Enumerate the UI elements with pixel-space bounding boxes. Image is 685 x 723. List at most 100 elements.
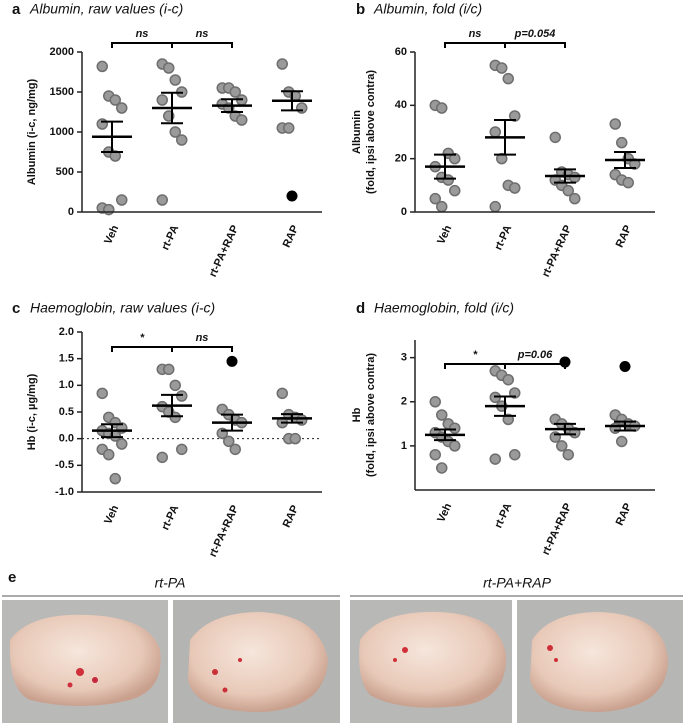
data-point	[229, 86, 241, 98]
x-tick-label: Veh	[435, 501, 454, 524]
y-axis-label: (fold, ipsi above contra)	[365, 353, 377, 477]
data-point	[169, 379, 181, 392]
y-tick-label: 1500	[50, 86, 74, 98]
chart-title: Haemoglobin, raw values (i-c)	[30, 300, 215, 316]
significance-bracket	[171, 346, 233, 352]
y-tick-label: 0	[68, 206, 74, 218]
photo	[517, 600, 683, 723]
photo	[2, 600, 168, 723]
data-point	[229, 443, 241, 456]
y-tick-label: 2000	[50, 46, 74, 58]
significance-label: ns	[469, 28, 482, 40]
y-tick-label: 1000	[50, 126, 74, 138]
data-point	[569, 171, 581, 184]
x-tick-label: rt-PA	[492, 501, 514, 530]
data-point	[156, 194, 168, 206]
data-point	[496, 62, 508, 74]
data-point	[616, 435, 628, 448]
y-tick-label: 20	[395, 153, 407, 165]
x-tick-label: Veh	[435, 223, 454, 246]
data-point	[436, 409, 448, 421]
x-tick-label: rt-PA+RAP	[207, 503, 241, 559]
significance-label: p=0.06	[517, 349, 553, 361]
panel-letter: b	[356, 1, 365, 18]
panel-letter: d	[356, 300, 365, 317]
group-label: rt-PA+RAP	[483, 575, 551, 591]
significance-label: p=0.054	[514, 28, 556, 40]
y-axis-label: (fold, ipsi above contra)	[365, 70, 377, 194]
y-tick-label: 1.0	[59, 379, 74, 391]
data-point	[436, 462, 448, 474]
significance-bracket	[111, 346, 173, 352]
data-point	[109, 94, 121, 106]
y-tick-label: 1	[401, 440, 407, 452]
data-point	[449, 422, 461, 434]
data-point	[489, 126, 501, 138]
data-point	[163, 363, 175, 376]
significance-label: *	[473, 349, 478, 361]
data-point	[556, 440, 568, 452]
significance-bracket	[504, 363, 566, 369]
x-tick-label: rt-PA+RAP	[540, 501, 574, 557]
panel-letter: a	[12, 1, 21, 18]
data-point	[223, 435, 235, 448]
photo	[173, 600, 340, 723]
data-point	[96, 387, 108, 400]
y-tick-label: 500	[56, 166, 74, 178]
data-point	[156, 451, 168, 464]
significance-label: ns	[136, 28, 149, 40]
outlier-point	[226, 355, 238, 367]
y-tick-label: -0.5	[55, 459, 74, 471]
x-tick-label: rt-PA	[492, 223, 514, 252]
significance-bracket	[111, 42, 173, 48]
data-point	[289, 432, 301, 445]
x-tick-label: RAP	[281, 223, 302, 249]
data-point	[116, 102, 128, 114]
y-tick-label: 1.5	[59, 353, 74, 365]
x-tick-label: rt-PA	[159, 503, 181, 532]
significance-label: ns	[196, 332, 209, 344]
data-point	[609, 118, 621, 130]
y-tick-label: 0.5	[59, 406, 74, 418]
y-tick-label: 3	[401, 352, 407, 364]
data-point	[429, 448, 441, 461]
data-point	[276, 387, 288, 400]
y-axis-label: Hb (i-c, µg/mg)	[26, 373, 38, 450]
y-axis-label: Albumin	[351, 110, 363, 154]
data-point	[96, 118, 108, 130]
data-point	[616, 136, 628, 149]
significance-label: ns	[196, 28, 209, 40]
significance-label: *	[140, 332, 145, 344]
data-point	[116, 438, 128, 450]
data-point	[116, 194, 128, 206]
x-tick-label: RAP	[614, 501, 635, 527]
y-tick-label: 2	[401, 396, 407, 408]
data-point	[489, 453, 501, 465]
y-axis-label: Hb	[351, 407, 363, 422]
data-point	[562, 448, 574, 461]
data-point	[436, 200, 448, 213]
y-tick-label: 60	[395, 46, 407, 58]
panel-letter: c	[12, 300, 20, 317]
data-point	[489, 200, 501, 213]
photo	[350, 600, 512, 723]
data-point	[436, 102, 448, 114]
x-tick-label: Veh	[102, 223, 121, 246]
y-tick-label: -1.0	[55, 486, 74, 498]
data-point	[156, 94, 168, 106]
significance-bracket	[171, 42, 233, 48]
data-point	[176, 134, 188, 146]
data-point	[163, 62, 175, 74]
y-tick-label: 0.0	[59, 433, 74, 445]
data-point	[429, 192, 441, 205]
y-tick-label: 2.0	[59, 326, 74, 338]
outlier-point	[286, 190, 298, 202]
data-point	[509, 182, 521, 194]
data-point	[276, 58, 288, 70]
data-point	[283, 122, 295, 134]
data-point	[622, 176, 634, 189]
significance-bracket	[444, 42, 506, 48]
x-tick-label: RAP	[281, 503, 302, 529]
y-axis-label: Albumin (i-c, ng/mg)	[26, 79, 38, 186]
